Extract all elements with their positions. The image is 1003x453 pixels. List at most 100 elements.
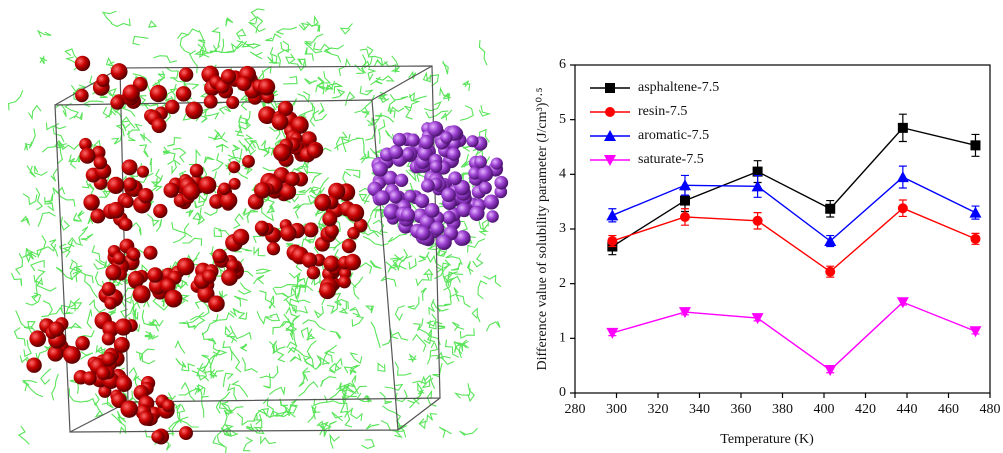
bond [307, 172, 321, 183]
atom [407, 134, 420, 147]
bond [361, 151, 369, 159]
bond [61, 217, 69, 230]
bond [23, 381, 37, 385]
bond [175, 341, 185, 353]
bond [88, 183, 94, 195]
x-tick-label: 380 [772, 402, 793, 417]
bond [340, 302, 347, 313]
atom [176, 86, 192, 102]
atom [430, 221, 444, 235]
bond [38, 213, 56, 227]
atom [236, 76, 251, 91]
bond [29, 106, 42, 119]
atom [151, 118, 166, 133]
atom [94, 156, 107, 169]
bond [52, 374, 59, 401]
bond [213, 28, 220, 47]
atom [267, 242, 280, 255]
atom [375, 190, 390, 205]
bond [355, 95, 375, 113]
bond [388, 234, 407, 242]
bond [381, 276, 396, 287]
atom [75, 56, 90, 71]
bond [427, 314, 436, 326]
bond [81, 234, 93, 240]
bond [351, 353, 362, 363]
bond [337, 132, 347, 151]
bond [327, 302, 338, 313]
bond [223, 373, 232, 387]
atom [389, 145, 403, 159]
atom [494, 176, 508, 190]
atom [204, 95, 218, 109]
atom [442, 211, 455, 224]
bond [468, 261, 474, 274]
atom [346, 204, 364, 222]
atom [150, 85, 167, 102]
bond [39, 244, 56, 256]
bond [36, 188, 42, 210]
atom [323, 255, 339, 271]
atom [314, 194, 331, 211]
bond [140, 133, 151, 143]
bond [226, 18, 233, 26]
marker [970, 140, 980, 150]
atom [138, 188, 153, 203]
x-tick-label: 300 [606, 402, 627, 417]
bond [452, 322, 464, 330]
atom [153, 204, 167, 218]
bond [395, 306, 404, 320]
atom [108, 202, 125, 219]
atom [427, 121, 443, 137]
bond [479, 40, 487, 65]
atom [208, 296, 225, 313]
bond [250, 52, 262, 59]
series [606, 297, 981, 376]
bond [182, 238, 201, 246]
bond [238, 283, 251, 295]
bond [243, 437, 252, 450]
bond [99, 191, 110, 197]
bond [176, 358, 186, 367]
atom [218, 183, 231, 196]
y-tick-label: 5 [559, 112, 566, 127]
atom [165, 100, 179, 114]
bond [45, 194, 53, 203]
chart: Temperature (K) Difference value of solu… [535, 57, 1000, 447]
bond [53, 123, 64, 142]
x-tick-label: 340 [689, 402, 710, 417]
bond [149, 21, 157, 28]
bond [139, 145, 148, 157]
bond [212, 153, 223, 171]
atom [202, 269, 216, 283]
bond [368, 69, 375, 80]
bond [178, 29, 199, 39]
bond [299, 23, 308, 30]
atom [302, 253, 317, 268]
bond [202, 396, 209, 417]
atom [111, 63, 128, 80]
marker [607, 236, 617, 246]
atom [319, 282, 336, 299]
atom [96, 74, 109, 87]
bond [150, 158, 152, 172]
bond [16, 311, 34, 329]
bond [361, 440, 374, 449]
bond [237, 312, 246, 319]
y-tick-label: 2 [559, 276, 566, 291]
y-tick-label: 0 [559, 385, 566, 400]
marker [825, 204, 835, 214]
atom [430, 160, 443, 173]
marker [969, 207, 981, 218]
x-tick-label: 460 [938, 402, 959, 417]
bond [437, 304, 451, 312]
y-tick-label: 6 [559, 57, 566, 72]
bond [269, 387, 285, 395]
bond [198, 30, 205, 43]
bond [360, 86, 372, 95]
bond [409, 355, 417, 362]
atom [272, 113, 289, 130]
atom [26, 357, 41, 372]
atom [116, 376, 132, 392]
atom [83, 194, 99, 210]
